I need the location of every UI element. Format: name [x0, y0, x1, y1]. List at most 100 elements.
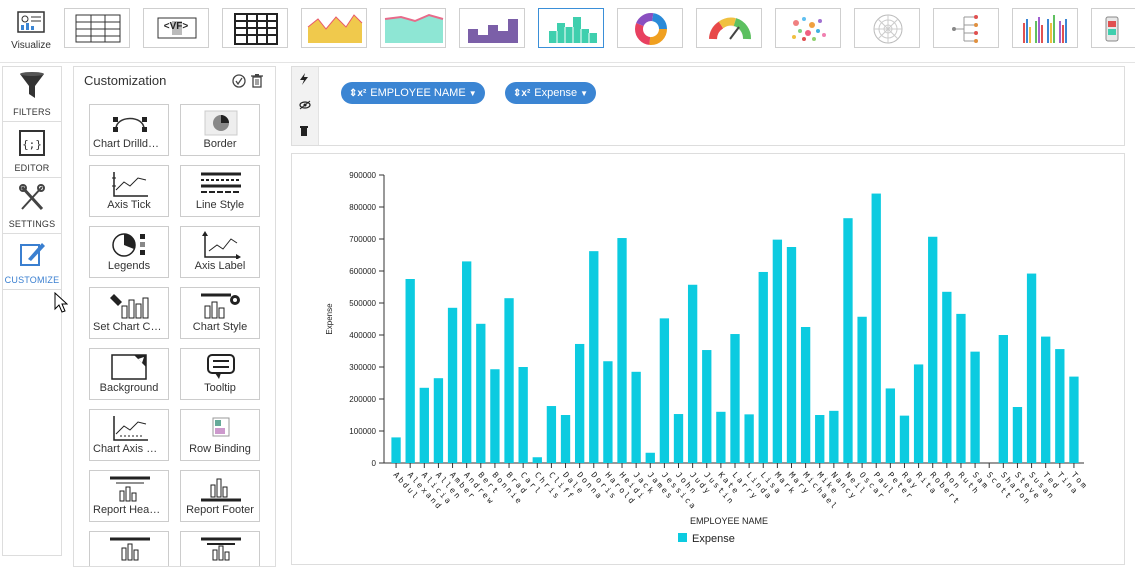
caret-down-icon: ▼ — [468, 89, 477, 98]
bar — [560, 415, 571, 463]
tile-chart-axis-range[interactable]: Chart Axis Range — [89, 409, 169, 461]
tree-chart-thumb[interactable] — [933, 8, 999, 48]
tile-report-header[interactable]: Report Header — [89, 470, 169, 522]
tile-legends[interactable]: Legends — [89, 226, 169, 278]
bar — [433, 378, 444, 463]
bar — [532, 457, 542, 463]
tile-row-binding[interactable]: Row Binding — [180, 409, 260, 461]
nav-editor[interactable]: {;} EDITOR — [3, 123, 61, 178]
radial-chart-icon — [873, 14, 903, 44]
mobile-chart-thumb[interactable] — [1091, 8, 1135, 48]
bar — [970, 351, 980, 463]
customize-icon — [20, 243, 45, 266]
tile-axis-label[interactable]: Axis Label — [180, 226, 260, 278]
nav-customize[interactable]: CUSTOMIZE — [3, 235, 61, 290]
tile-line-style[interactable]: Line Style — [180, 165, 260, 217]
chart-type-toolbar: Visualize <VF> — [0, 0, 1135, 63]
chart-area: 0 100000 200000 300000 400000 500000 600000 700… — [291, 153, 1125, 565]
nav-customize-label: CUSTOMIZE — [4, 275, 60, 285]
tile-axis-tick[interactable]: Axis Tick — [89, 165, 169, 217]
bar — [815, 415, 825, 463]
code-braces-icon: {;} — [19, 130, 45, 156]
bar — [829, 410, 839, 463]
field-shelf: ⇕x² EMPLOYEE NAME ▼ ⇕x² Expense ▼ — [291, 66, 1125, 146]
area-chart-thumb[interactable] — [301, 8, 367, 48]
bar — [546, 406, 557, 463]
bar — [504, 298, 514, 463]
customization-title: Customization — [84, 73, 167, 88]
multi-bar-thumb[interactable] — [1012, 8, 1078, 48]
trash-icon[interactable] — [250, 73, 264, 88]
bar — [462, 261, 472, 463]
histogram-icon — [549, 17, 597, 43]
bar — [490, 369, 500, 463]
pill-label: Expense — [534, 87, 578, 99]
nav-settings[interactable]: SETTINGS — [3, 179, 61, 234]
sort-measure-icon: ⇕x² — [513, 88, 531, 99]
tile-label: Report Footer — [186, 504, 254, 516]
bar — [800, 327, 811, 463]
tools-icon — [19, 184, 45, 211]
y-tick-label: 900000 — [349, 171, 376, 180]
tile-label: Line Style — [195, 199, 245, 211]
field-pill-employee-name[interactable]: ⇕x² EMPLOYEE NAME ▼ — [341, 82, 485, 104]
trash-icon[interactable] — [299, 125, 309, 136]
x-axis-label: EMPLOYEE NAME — [690, 516, 768, 526]
table-chart-thumb[interactable] — [64, 8, 130, 48]
tile-label: Tooltip — [204, 382, 236, 394]
bar — [913, 364, 924, 463]
gauge-thumb[interactable] — [696, 8, 762, 48]
bar — [589, 251, 599, 463]
check-circle-icon[interactable] — [232, 74, 246, 88]
drilldown-icon — [113, 117, 147, 132]
vf-chart-thumb[interactable]: <VF> — [143, 8, 209, 48]
tile-report-item[interactable] — [89, 531, 169, 566]
tile-report-footer[interactable]: Report Footer — [180, 470, 260, 522]
visualize-button[interactable]: Visualize — [4, 2, 58, 56]
y-tick-label: 600000 — [349, 267, 376, 276]
tree-chart-icon — [952, 15, 978, 43]
axis-range-icon — [113, 416, 148, 441]
nav-filters-label: FILTERS — [13, 107, 51, 117]
tile-report-item[interactable] — [180, 531, 260, 566]
tile-chart-style[interactable]: Chart Style — [180, 287, 260, 339]
tile-border[interactable]: Border — [180, 104, 260, 156]
caret-down-icon: ▼ — [580, 89, 589, 98]
bar — [730, 334, 740, 463]
legend-swatch — [678, 533, 687, 542]
bar — [574, 343, 585, 463]
tile-set-chart-color[interactable]: Set Chart Color — [89, 287, 169, 339]
histogram-thumb[interactable] — [538, 8, 604, 48]
pill-label: EMPLOYEE NAME — [370, 87, 466, 99]
radial-chart-thumb[interactable] — [854, 8, 920, 48]
nav-filters[interactable]: FILTERS — [3, 67, 61, 122]
stream-chart-thumb[interactable] — [380, 8, 446, 48]
nav-editor-label: EDITOR — [14, 163, 50, 173]
tile-label: Chart Axis Range — [93, 443, 168, 455]
tile-tooltip[interactable]: Tooltip — [180, 348, 260, 400]
y-tick-label: 0 — [372, 459, 377, 468]
eye-slash-icon[interactable] — [299, 100, 311, 110]
bar — [1041, 336, 1051, 463]
lightning-icon[interactable] — [299, 73, 309, 85]
mouse-pointer-icon — [54, 292, 68, 313]
bar — [956, 313, 966, 463]
grid-table-thumb[interactable] — [222, 8, 288, 48]
gauge-icon — [709, 17, 751, 40]
donut-chart-thumb[interactable] — [617, 8, 683, 48]
step-chart-thumb[interactable] — [459, 8, 525, 48]
bar — [942, 291, 952, 463]
axis-label-icon — [202, 231, 241, 259]
bar — [447, 307, 458, 463]
y-tick-label: 800000 — [349, 203, 376, 212]
tile-chart-drilldown[interactable]: Chart Drilldown — [89, 104, 169, 156]
bar — [998, 335, 1008, 463]
legends-icon — [112, 233, 145, 257]
bar — [476, 323, 486, 463]
field-pill-expense[interactable]: ⇕x² Expense ▼ — [505, 82, 597, 104]
tile-background[interactable]: Background — [89, 348, 169, 400]
bar-chart[interactable]: 0 100000 200000 300000 400000 500000 600000 700… — [292, 154, 1124, 564]
bubble-chart-thumb[interactable] — [775, 8, 841, 48]
tile-label: Set Chart Color — [93, 321, 168, 333]
y-tick-label: 400000 — [349, 331, 376, 340]
